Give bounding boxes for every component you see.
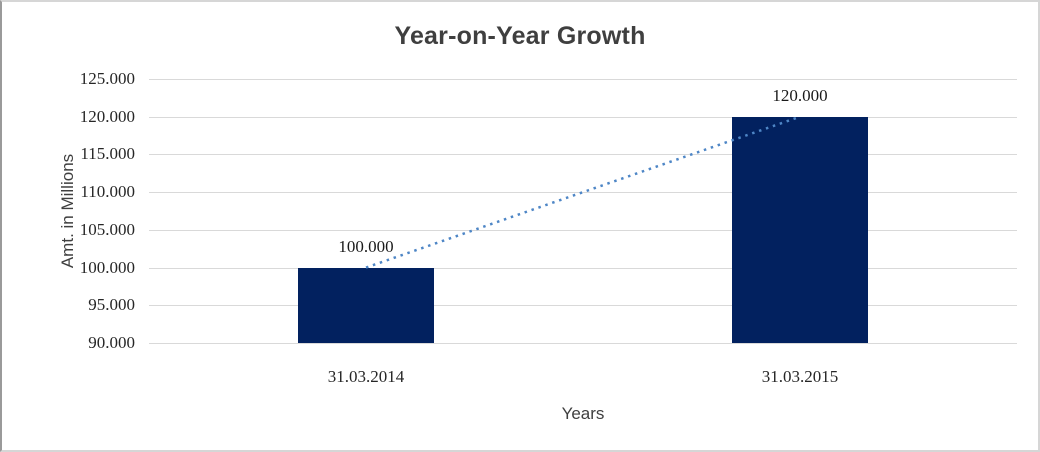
bar-value-label: 120.000: [772, 85, 828, 105]
gridline: [149, 154, 1017, 156]
plot-area: [149, 79, 1017, 344]
chart-title: Year-on-Year Growth: [394, 22, 646, 50]
y-axis-tick-label: 90.000: [88, 333, 135, 352]
bar-value-label: 100.000: [338, 236, 394, 256]
bar: [732, 116, 868, 343]
y-axis-tick-label: 115.000: [80, 144, 135, 164]
gridline: [149, 343, 1017, 344]
trendline: [365, 115, 801, 269]
gridline: [149, 192, 1017, 194]
gridline: [149, 116, 1017, 118]
y-axis-tick-label: 95.000: [88, 295, 135, 315]
y-axis-tick-label: 100.000: [79, 257, 135, 277]
gridline: [149, 79, 1017, 80]
x-axis-title: Years: [561, 404, 605, 423]
y-axis-tick-label: 120.000: [79, 106, 135, 126]
y-axis-title: Amt. in Millions: [58, 153, 77, 269]
x-category-label: 31.03.2014: [327, 367, 405, 386]
y-axis-tick-label: 105.000: [79, 219, 135, 239]
gridline: [149, 229, 1017, 231]
bar: [298, 267, 434, 343]
gridline: [149, 305, 1017, 307]
x-category-label: 31.03.2015: [761, 367, 839, 386]
gridline: [149, 267, 1017, 269]
y-axis-tick-label: 125.000: [79, 69, 135, 88]
y-axis-tick-label: 110.000: [80, 182, 135, 202]
